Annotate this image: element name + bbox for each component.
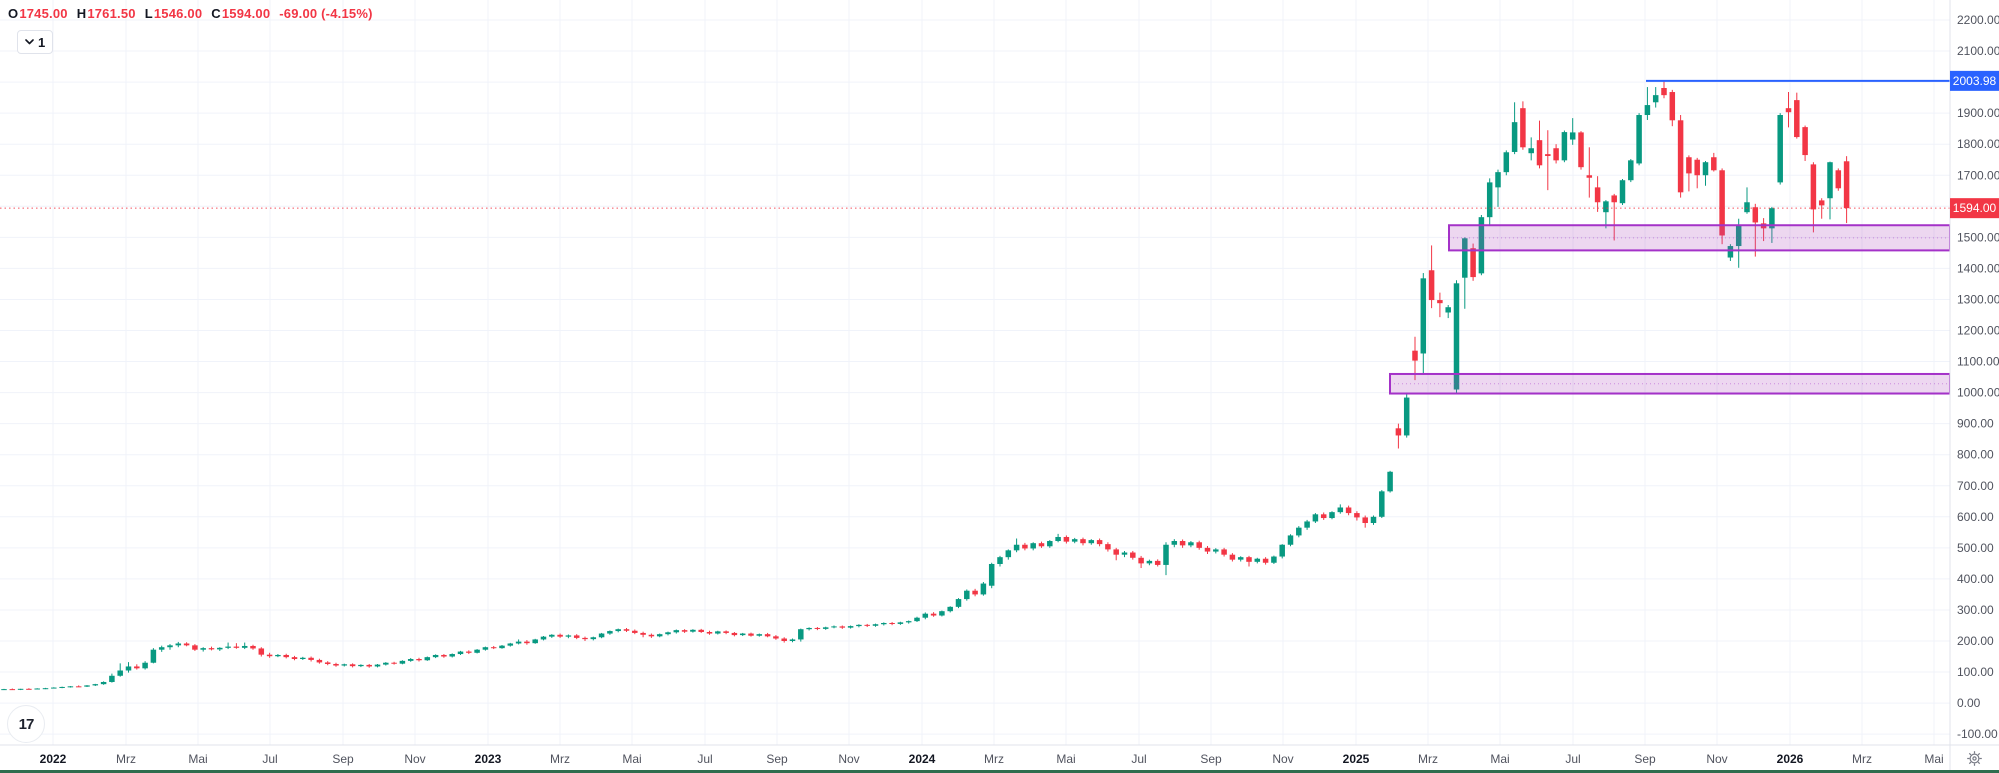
svg-text:1800.00: 1800.00 bbox=[1957, 137, 1999, 151]
svg-text:1700.00: 1700.00 bbox=[1957, 168, 1999, 182]
current-price-label: 1594.00 bbox=[1950, 198, 1999, 219]
svg-text:Jul: Jul bbox=[262, 752, 277, 766]
bottom-window-edge bbox=[0, 770, 1999, 773]
svg-text:1300.00: 1300.00 bbox=[1957, 292, 1999, 306]
tradingview-logo-icon[interactable]: 17 bbox=[7, 705, 45, 743]
svg-text:600.00: 600.00 bbox=[1957, 510, 1994, 524]
svg-text:1900.00: 1900.00 bbox=[1957, 106, 1999, 120]
svg-text:1100.00: 1100.00 bbox=[1957, 355, 1999, 369]
svg-text:2200.00: 2200.00 bbox=[1957, 13, 1999, 27]
svg-text:Mrz: Mrz bbox=[984, 752, 1004, 766]
price-axis-panel[interactable] bbox=[1950, 0, 1999, 773]
change-value: -69.00 (-4.15%) bbox=[279, 6, 373, 21]
candlestick-series bbox=[1, 80, 1850, 691]
svg-text:Mrz: Mrz bbox=[116, 752, 136, 766]
svg-text:Jul: Jul bbox=[697, 752, 712, 766]
svg-text:Mrz: Mrz bbox=[550, 752, 570, 766]
svg-text:400.00: 400.00 bbox=[1957, 572, 1994, 586]
svg-text:500.00: 500.00 bbox=[1957, 541, 1994, 555]
svg-text:Nov: Nov bbox=[838, 752, 859, 766]
svg-text:Mrz: Mrz bbox=[1852, 752, 1872, 766]
svg-text:-100.00: -100.00 bbox=[1957, 727, 1998, 741]
svg-text:Mai: Mai bbox=[1924, 752, 1943, 766]
svg-text:0.00: 0.00 bbox=[1957, 696, 1981, 710]
svg-text:800.00: 800.00 bbox=[1957, 448, 1994, 462]
svg-text:Nov: Nov bbox=[1706, 752, 1727, 766]
time-axis-labels: 2022 Mrz Mai Jul Sep Nov 2023 Mrz Mai Jul Sep Nov 20… bbox=[40, 752, 1944, 766]
svg-text:Jul: Jul bbox=[1131, 752, 1146, 766]
ohlc-legend: O1745.00 H1761.50 L1546.00 C1594.00 -69.00 (… bbox=[8, 6, 373, 21]
svg-text:Jul: Jul bbox=[1565, 752, 1580, 766]
svg-text:Mai: Mai bbox=[622, 752, 641, 766]
svg-text:200.00: 200.00 bbox=[1957, 634, 1994, 648]
svg-text:Mai: Mai bbox=[1490, 752, 1509, 766]
high-value: 1761.50 bbox=[87, 6, 136, 21]
settings-gear-icon[interactable] bbox=[1966, 750, 1983, 767]
logo-glyph: 17 bbox=[18, 715, 35, 733]
open-value: 1745.00 bbox=[19, 6, 68, 21]
svg-text:1400.00: 1400.00 bbox=[1957, 261, 1999, 275]
price-axis-labels: 2200.00 2100.00 1900.00 1800.00 1700.00 1500.… bbox=[1957, 13, 1999, 741]
svg-text:1500.00: 1500.00 bbox=[1957, 230, 1999, 244]
close-value: 1594.00 bbox=[221, 6, 271, 21]
price-zones[interactable] bbox=[1389, 224, 1951, 395]
svg-text:Nov: Nov bbox=[1272, 752, 1293, 766]
svg-text:900.00: 900.00 bbox=[1957, 417, 1994, 431]
svg-text:Mrz: Mrz bbox=[1418, 752, 1438, 766]
svg-text:2023: 2023 bbox=[475, 752, 502, 766]
timeframe-value: 1 bbox=[38, 34, 46, 50]
svg-text:2026: 2026 bbox=[1777, 752, 1804, 766]
close-label: C bbox=[211, 6, 221, 21]
svg-text:100.00: 100.00 bbox=[1957, 665, 1994, 679]
high-label: H bbox=[76, 6, 87, 21]
svg-text:1000.00: 1000.00 bbox=[1957, 386, 1999, 400]
low-value: 1546.00 bbox=[153, 6, 203, 21]
timeframe-button[interactable]: 1 bbox=[17, 30, 54, 54]
svg-text:Mai: Mai bbox=[1056, 752, 1075, 766]
svg-text:2100.00: 2100.00 bbox=[1957, 44, 1999, 58]
svg-text:2003.98: 2003.98 bbox=[1953, 74, 1997, 88]
svg-text:Sep: Sep bbox=[332, 752, 354, 766]
chart-grid bbox=[0, 0, 1950, 745]
svg-text:1594.00: 1594.00 bbox=[1953, 201, 1997, 215]
svg-text:Mai: Mai bbox=[188, 752, 207, 766]
svg-text:1200.00: 1200.00 bbox=[1957, 324, 1999, 338]
svg-text:Sep: Sep bbox=[1200, 752, 1222, 766]
svg-text:Nov: Nov bbox=[404, 752, 425, 766]
svg-text:Sep: Sep bbox=[1634, 752, 1656, 766]
svg-text:2024: 2024 bbox=[909, 752, 936, 766]
svg-text:300.00: 300.00 bbox=[1957, 603, 1994, 617]
time-axis-panel[interactable] bbox=[0, 745, 1999, 773]
open-label: O bbox=[8, 6, 19, 21]
svg-text:2025: 2025 bbox=[1343, 752, 1370, 766]
chevron-down-icon bbox=[25, 39, 34, 45]
svg-text:2022: 2022 bbox=[40, 752, 67, 766]
svg-text:700.00: 700.00 bbox=[1957, 479, 1994, 493]
ray-price-label: 2003.98 bbox=[1950, 70, 1999, 91]
low-label: L bbox=[144, 6, 153, 21]
svg-text:Sep: Sep bbox=[766, 752, 788, 766]
